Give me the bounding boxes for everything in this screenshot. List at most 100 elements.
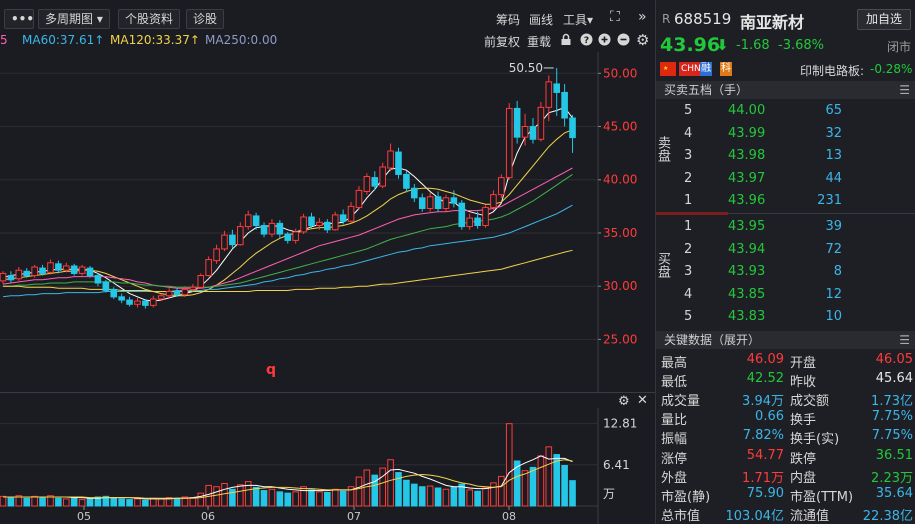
volume-bar[interactable] [134, 498, 141, 507]
multi-period-dropdown[interactable]: 多周期图 ▾ [38, 9, 110, 29]
candle-body[interactable] [189, 286, 197, 290]
volume-bar[interactable] [39, 497, 46, 507]
event-marker[interactable]: q [266, 362, 276, 378]
volume-bar[interactable] [411, 483, 418, 507]
candle-body[interactable] [482, 206, 489, 227]
volume-bar[interactable] [371, 474, 379, 507]
candle-body[interactable] [363, 176, 371, 192]
candle-body[interactable] [411, 187, 418, 199]
volume-bar[interactable] [47, 495, 54, 507]
volume-bar[interactable] [403, 479, 410, 507]
volume-bar[interactable] [213, 486, 220, 507]
candle-body[interactable] [324, 221, 331, 231]
volume-bar[interactable] [173, 497, 181, 507]
chip-button[interactable]: 筹码 [496, 13, 521, 27]
restore-button[interactable]: 前复权 [484, 35, 521, 49]
candle-body[interactable] [339, 214, 347, 222]
candle-body[interactable] [505, 107, 513, 179]
volume-bar[interactable] [31, 495, 38, 507]
volume-bar[interactable] [197, 492, 205, 507]
sell-order-row[interactable]: 4 43.99 32 [656, 123, 915, 145]
volume-bar[interactable] [569, 480, 576, 507]
volume-bar[interactable] [292, 491, 299, 507]
more-icon[interactable]: ••• [4, 9, 34, 29]
candle-body[interactable] [292, 231, 299, 241]
candle-body[interactable] [260, 225, 268, 235]
volume-bar[interactable] [149, 497, 157, 507]
candle-body[interactable] [371, 177, 379, 187]
volume-bar[interactable] [387, 459, 394, 507]
buy-order-row[interactable]: 1 43.95 39 [656, 216, 915, 238]
candle-body[interactable] [513, 107, 521, 138]
candle-body[interactable] [149, 298, 157, 306]
candle-body[interactable] [379, 166, 386, 187]
volume-bar[interactable] [474, 490, 481, 507]
volume-bar[interactable] [268, 488, 276, 507]
volume-bar[interactable] [324, 492, 331, 507]
volume-bar[interactable] [529, 466, 537, 507]
volume-bar[interactable] [7, 497, 15, 507]
volume-bar[interactable] [379, 467, 386, 507]
buy-order-row[interactable]: 5 43.83 10 [656, 306, 915, 328]
candle-body[interactable] [94, 275, 102, 284]
candle-body[interactable] [229, 234, 236, 246]
sell-order-row[interactable]: 2 43.97 44 [656, 168, 915, 190]
menu-icon[interactable]: ☰ [899, 333, 910, 347]
volume-bar[interactable] [308, 489, 315, 507]
volume-bar[interactable] [102, 495, 110, 507]
settings-icon[interactable]: ⚙ [618, 394, 630, 409]
buy-order-row[interactable]: 3 43.93 8 [656, 261, 915, 283]
candle-body[interactable] [47, 262, 54, 273]
volume-bar[interactable] [23, 497, 31, 507]
candle-body[interactable] [355, 189, 363, 208]
volume-bar[interactable] [252, 486, 260, 507]
sector-label[interactable]: 印制电路板: [800, 64, 865, 78]
settings-icon[interactable]: ⚙ [636, 31, 650, 49]
candle-body[interactable] [110, 288, 118, 298]
volume-bar[interactable] [142, 499, 149, 507]
volume-bar[interactable] [553, 454, 561, 507]
candle-body[interactable] [126, 299, 133, 305]
candle-body[interactable] [55, 263, 62, 271]
volume-bar[interactable] [181, 496, 189, 507]
draw-line-button[interactable]: 画线 [529, 13, 554, 27]
volume-bar[interactable] [118, 498, 125, 507]
candle-body[interactable] [442, 197, 450, 209]
tools-button[interactable]: 工具▾ [563, 11, 593, 28]
candle-body[interactable] [134, 300, 141, 305]
candle-body[interactable] [244, 214, 252, 228]
volume-bar[interactable] [276, 491, 284, 507]
volume-bar[interactable] [466, 489, 473, 507]
candle-body[interactable] [157, 295, 165, 300]
volume-bar[interactable] [244, 481, 252, 507]
volume-bar[interactable] [70, 497, 78, 507]
volume-bar[interactable] [15, 495, 23, 507]
volume-bar[interactable] [110, 497, 118, 507]
volume-bar[interactable] [126, 499, 133, 507]
volume-bar[interactable] [395, 472, 402, 507]
candle-body[interactable] [521, 126, 529, 138]
volume-bar[interactable] [86, 497, 94, 507]
candle-body[interactable] [197, 275, 205, 288]
candle-body[interactable] [142, 300, 149, 306]
candle-body[interactable] [545, 81, 553, 108]
volume-bar[interactable] [355, 476, 363, 507]
volume-bar[interactable] [78, 499, 86, 507]
candle-body[interactable] [23, 270, 31, 277]
candle-body[interactable] [213, 248, 220, 262]
candle-body[interactable] [490, 194, 497, 208]
candle-body[interactable] [276, 222, 284, 235]
candle-body[interactable] [39, 267, 46, 274]
candle-body[interactable] [418, 197, 426, 209]
stock-info-button[interactable]: 个股资料 [118, 9, 181, 29]
candle-body[interactable] [118, 296, 125, 301]
candlestick-chart[interactable]: 50.00 45.00 40.00 35.00 30.00 25.00 50.50 q [0, 52, 655, 392]
candle-body[interactable] [434, 196, 442, 209]
candle-body[interactable] [31, 266, 38, 277]
volume-bar[interactable] [426, 485, 434, 507]
keydata-header[interactable]: 关键数据（展开） ☰ [656, 331, 915, 349]
volume-bar[interactable] [498, 475, 505, 507]
candle-body[interactable] [395, 151, 402, 175]
candle-body[interactable] [15, 269, 23, 280]
volume-bar[interactable] [347, 486, 355, 507]
